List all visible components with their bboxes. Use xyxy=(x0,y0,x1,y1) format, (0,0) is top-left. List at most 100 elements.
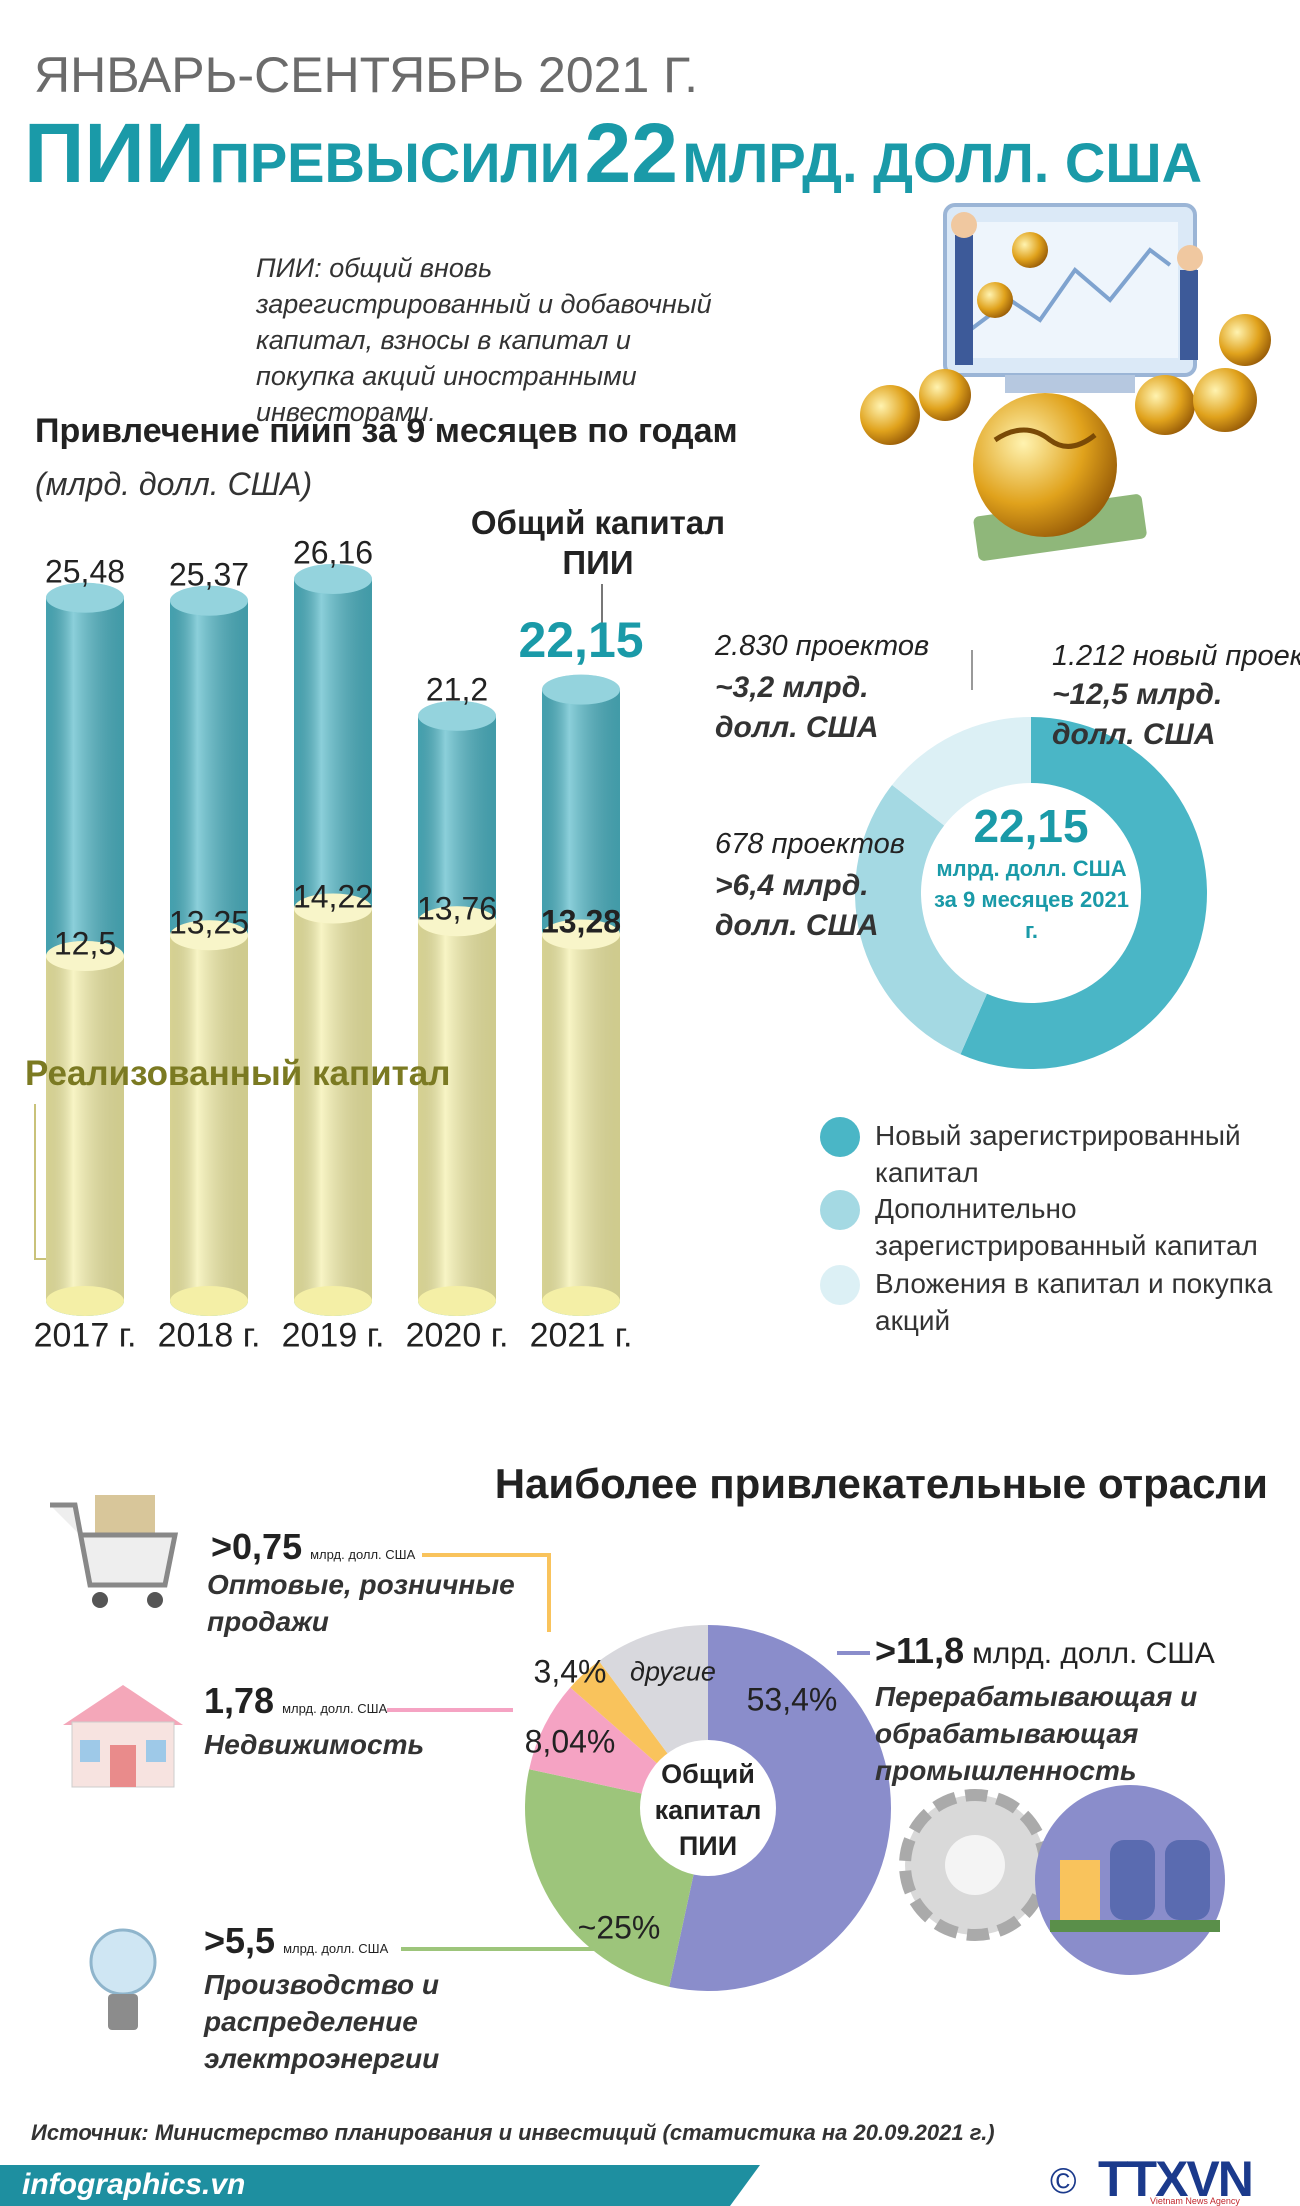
chart-title: Привлечение пиип за 9 месяцев по годам xyxy=(35,412,738,450)
x-tick-label: 2020 г. xyxy=(405,1316,509,1355)
bar-cap xyxy=(170,585,248,616)
bar-base xyxy=(542,1286,620,1316)
x-tick-label: 2017 г. xyxy=(33,1316,137,1355)
donut-slice xyxy=(960,717,1207,1069)
bar-base xyxy=(170,1286,248,1316)
value-label: 13,25 xyxy=(168,904,250,941)
x-tick-label: 2019 г. xyxy=(281,1316,385,1355)
illustration xyxy=(860,203,1271,561)
bar-cap xyxy=(542,674,620,705)
bar-shade xyxy=(418,921,496,1301)
donut-slice xyxy=(854,784,987,1055)
headline-part: ПИИ xyxy=(24,106,206,200)
project-count: 678 проектов xyxy=(715,828,905,860)
bar-base xyxy=(294,1286,372,1316)
amount-unit: млрд. долл. США xyxy=(283,1941,389,1956)
bar-shade xyxy=(46,956,124,1301)
value-label: 26,16 xyxy=(292,534,374,571)
legend-label: Вложения в капитал и покупка акций xyxy=(875,1268,1273,1336)
callout-amount: 1,78 млрд. долл. США xyxy=(204,1680,387,1722)
bar-cap-highlight xyxy=(170,920,248,951)
bar-cap xyxy=(418,906,496,937)
bar-cap-highlight xyxy=(542,674,620,705)
value-label: 22,15 xyxy=(518,611,644,668)
footer-band xyxy=(0,2165,760,2206)
amount-unit: млрд. долл. США xyxy=(282,1701,388,1716)
legend-swatch xyxy=(820,1117,860,1157)
category-label: другие xyxy=(630,1656,716,1687)
value-label: 25,48 xyxy=(44,553,126,590)
value-label: 13,76 xyxy=(416,890,498,927)
chart-subtitle: (млрд. долл. США) xyxy=(35,466,313,502)
bar-base xyxy=(418,1286,496,1316)
amount: >5,5 xyxy=(204,1920,276,1961)
site: infographics.vn xyxy=(22,2168,246,2201)
category-label: Недвижимость xyxy=(204,1729,425,1760)
x-tick-label: 2021 г. xyxy=(529,1316,633,1355)
amount-unit: млрд. долл. США xyxy=(310,1547,416,1562)
bulb-icon xyxy=(89,1928,157,2030)
series-label: Общий капитал ПИИ xyxy=(470,504,726,581)
legend-label: Новый зарегистрированный капитал xyxy=(875,1120,1241,1188)
pie-center xyxy=(640,1740,776,1876)
bar-base xyxy=(46,1286,124,1316)
legend-label: Дополнительно зарегистрированный капитал xyxy=(875,1193,1258,1261)
source: Источник: Министерство планирования и ин… xyxy=(31,2120,995,2145)
bar-shade xyxy=(294,908,372,1301)
bar-cap-highlight xyxy=(170,585,248,616)
legend-swatch xyxy=(820,1265,860,1305)
value-label: >6,4 млрд. долл. США xyxy=(715,869,879,942)
series-label: Реализованный капитал xyxy=(25,1054,451,1093)
legend-swatch xyxy=(820,1190,860,1230)
house-icon xyxy=(63,1685,183,1788)
bar-cap-highlight xyxy=(46,941,124,971)
bar-cap xyxy=(46,582,124,613)
category-label: Оптовые, розничные продажи xyxy=(207,1569,515,1637)
value-label: 12,5 xyxy=(53,925,117,962)
headline-part: 22 xyxy=(584,106,678,200)
value-label: 13,28 xyxy=(540,903,622,940)
category-label: Производство и распределение электроэнер… xyxy=(204,1969,440,2074)
headline: ПИИ ПРЕВЫСИЛИ 22 МЛРД. ДОЛЛ. США xyxy=(24,108,1202,223)
bar-cap xyxy=(294,563,372,594)
agency-logo: TTXVN xyxy=(1098,2151,1254,2206)
period: ЯНВАРЬ-СЕНТЯБРЬ 2021 Г. xyxy=(34,47,699,103)
cart-icon xyxy=(50,1495,179,1608)
copyright: © xyxy=(1050,2160,1077,2201)
bar-cap-highlight xyxy=(294,893,372,924)
value-label: 53,4% xyxy=(746,1681,838,1718)
bar-cap xyxy=(46,941,124,971)
bar-cap xyxy=(418,700,496,731)
pie-center-text: Общий капитал ПИИ xyxy=(654,1759,762,1861)
bar-cap-highlight xyxy=(294,563,372,594)
value-label: ~12,5 млрд. долл. США xyxy=(1052,678,1223,751)
amount: >0,75 xyxy=(211,1526,303,1567)
chart-title: Наиболее привлекательные отрасли xyxy=(494,1460,1268,1507)
bar-shade xyxy=(542,934,620,1301)
project-count: 1.212 новый проект xyxy=(1052,640,1300,672)
value-label: ~25% xyxy=(577,1909,661,1946)
bar-cap xyxy=(170,920,248,951)
amount-unit: млрд. долл. США xyxy=(972,1637,1215,1670)
headline-part: МЛРД. ДОЛЛ. США xyxy=(682,131,1203,194)
agency-name: Vietnam News Agency xyxy=(1150,2196,1240,2206)
bar-cap xyxy=(542,919,620,950)
bar-cap xyxy=(294,893,372,924)
donut-center-value: 22,15 xyxy=(973,800,1089,852)
donut-center-text: млрд. долл. США за 9 месяцев 2021 г. xyxy=(934,856,1129,943)
value-label: ~3,2 млрд. долл. США xyxy=(715,671,879,744)
bar-cap-highlight xyxy=(46,582,124,613)
pie-slice xyxy=(669,1625,891,1992)
industry-icon xyxy=(899,1785,1225,1975)
project-count: 2.830 проектов xyxy=(715,630,930,662)
value-label: 3,4% xyxy=(533,1653,607,1690)
bar-cap-highlight xyxy=(418,906,496,937)
bar-cap-highlight xyxy=(542,919,620,950)
callout-amount: >11,8 млрд. долл. США xyxy=(875,1630,1215,1672)
callout-amount: >5,5 млрд. долл. США xyxy=(204,1920,388,1962)
x-tick-label: 2018 г. xyxy=(157,1316,261,1355)
value-label: 14,22 xyxy=(292,878,374,915)
donut-slice xyxy=(892,717,1031,826)
